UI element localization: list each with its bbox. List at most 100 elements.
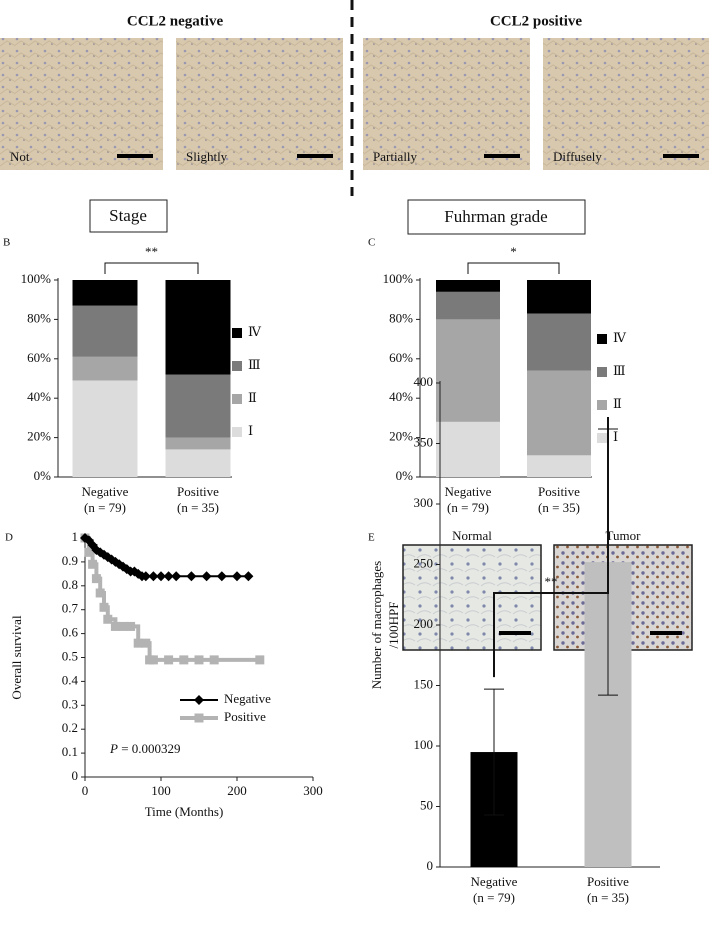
y-tick-label: 0.4: [62, 672, 79, 687]
panel-letter: D: [5, 532, 13, 544]
legend-swatch: [597, 400, 607, 410]
scale-bar: [650, 631, 682, 635]
micrograph: [363, 38, 530, 170]
scale-bar: [117, 154, 153, 158]
group-header: CCL2 negative: [127, 13, 224, 29]
y-tick-label: 0.8: [62, 577, 78, 592]
marker: [148, 655, 158, 665]
bar-segment: [527, 455, 591, 477]
y-tick-label: 0.9: [62, 553, 78, 568]
image-label: Slightly: [186, 149, 228, 164]
marker: [126, 621, 136, 631]
y-tick-label: 100%: [383, 271, 414, 286]
y-tick-label: 100: [414, 737, 434, 752]
marker: [99, 602, 109, 612]
bar-segment: [436, 280, 500, 292]
p-value-part: = 0.000329: [118, 741, 181, 756]
marker: [103, 614, 113, 624]
y-tick-label: 20%: [27, 429, 51, 444]
bar-segment: [527, 370, 591, 456]
bar-segment: [527, 280, 591, 314]
marker: [201, 571, 212, 582]
marker: [95, 588, 105, 598]
marker: [209, 655, 219, 665]
bar-segment: [72, 305, 138, 357]
x-tick-label: Negative: [82, 484, 129, 499]
p-value: P = 0.000329: [109, 741, 181, 756]
marker: [186, 571, 197, 582]
bar-segment: [527, 313, 591, 371]
marker: [194, 655, 204, 665]
y-axis-label: Number of macrophages: [369, 561, 384, 690]
y-tick-label: 0.5: [62, 648, 78, 663]
x-tick-label: (n = 79): [447, 500, 489, 515]
y-tick-label: 40%: [27, 389, 51, 404]
image-label: Not: [10, 149, 30, 164]
y-tick-label: 0.1: [62, 744, 78, 759]
bar-segment: [165, 449, 231, 477]
micrograph: [176, 38, 343, 170]
image-label: Partially: [373, 149, 418, 164]
legend-label: Ⅲ: [613, 363, 626, 378]
y-tick-label: 0.6: [62, 625, 79, 640]
chart-title: Stage: [109, 206, 147, 225]
p-value-part: P: [109, 741, 118, 756]
significance-label: *: [510, 244, 517, 259]
x-tick-label: 0: [82, 783, 89, 798]
legend-swatch: [232, 328, 242, 338]
x-tick-label: Positive: [538, 484, 580, 499]
legend-swatch: [597, 367, 607, 377]
scale-bar: [484, 154, 520, 158]
micrograph: [543, 38, 709, 170]
x-tick-label: 300: [303, 783, 323, 798]
y-tick-label: 60%: [27, 350, 51, 365]
bar-segment: [72, 380, 138, 477]
marker: [243, 571, 254, 582]
marker: [110, 621, 120, 631]
y-tick-label: 0.3: [62, 696, 78, 711]
marker: [91, 574, 101, 584]
marker: [133, 638, 143, 648]
panel-letter: C: [368, 237, 375, 249]
bar-segment: [165, 280, 231, 375]
y-tick-label: 60%: [389, 350, 413, 365]
scale-bar: [297, 154, 333, 158]
x-tick-label: 100: [151, 783, 171, 798]
legend-label: Ⅰ: [248, 423, 253, 438]
y-tick-label: 80%: [389, 310, 413, 325]
y-tick-label: 200: [414, 616, 434, 631]
x-tick-label: 200: [227, 783, 247, 798]
micrograph: [0, 38, 163, 170]
y-tick-label: 0: [72, 768, 79, 783]
image-label: Diffusely: [553, 149, 602, 164]
x-tick-label: (n = 35): [177, 500, 219, 515]
y-axis-label: Overall survival: [9, 615, 24, 700]
y-tick-label: 1: [72, 529, 79, 544]
scale-bar: [663, 154, 699, 158]
x-tick-label: (n = 35): [538, 500, 580, 515]
marker: [84, 547, 94, 557]
legend-swatch: [232, 427, 242, 437]
significance-label: **: [545, 574, 558, 589]
bar-segment: [436, 291, 500, 320]
marker: [194, 695, 204, 705]
marker: [232, 571, 242, 582]
bar-segment: [436, 319, 500, 422]
y-tick-label: 250: [414, 555, 434, 570]
legend-swatch: [597, 433, 607, 443]
y-tick-label: 100%: [21, 271, 52, 286]
y-tick-label: 40%: [389, 389, 413, 404]
y-tick-label: 0%: [34, 468, 52, 483]
panel-a: A CCL2 negative CCL2 positive NotSlightl…: [0, 0, 709, 196]
y-axis-label: /100HPF: [386, 602, 401, 649]
legend-label: Ⅱ: [248, 390, 257, 405]
marker: [194, 713, 204, 723]
bar-segment: [72, 356, 138, 381]
legend-label: Ⅲ: [248, 357, 261, 372]
title-box: [89, 199, 168, 233]
legend-label: Ⅰ: [613, 429, 618, 444]
y-tick-label: 300: [414, 495, 434, 510]
panel-letter: B: [3, 237, 10, 249]
marker: [140, 571, 151, 582]
